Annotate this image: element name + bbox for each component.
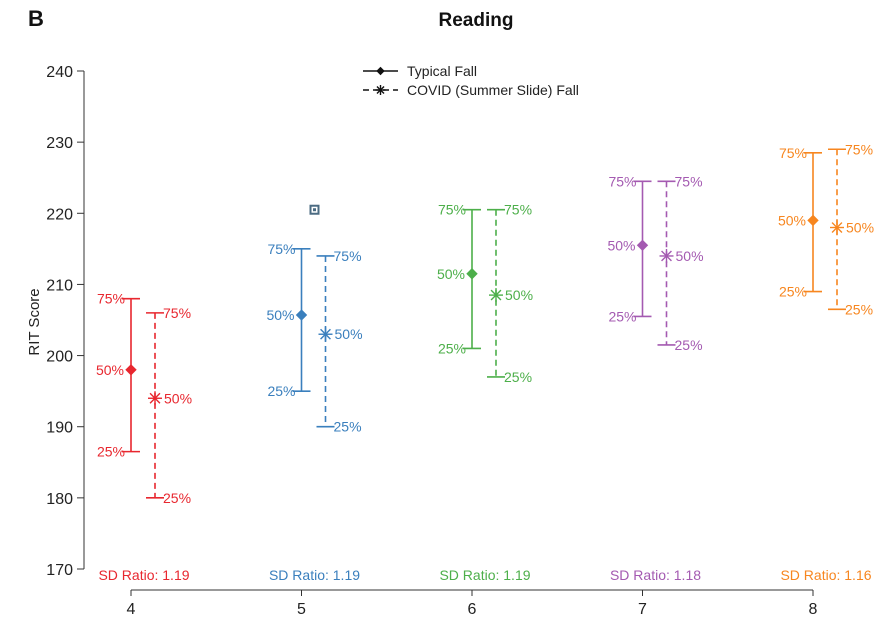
typical-p75-label: 75% <box>438 202 466 218</box>
covid-p25-label: 25% <box>675 337 703 353</box>
covid-p25-label: 25% <box>504 369 532 385</box>
y-tick-label: 220 <box>46 206 73 223</box>
typical-p50-label: 50% <box>778 212 806 228</box>
typical-p25-label: 25% <box>438 340 466 356</box>
typical-p25-label: 25% <box>779 284 807 300</box>
typical-p75-label: 75% <box>779 145 807 161</box>
median-diamond-marker <box>376 66 385 76</box>
x-tick-label: 5 <box>297 601 306 617</box>
x-tick-label: 7 <box>638 601 647 617</box>
typical-p50-label: 50% <box>607 237 635 253</box>
grade-group-6: 75% 50% 25% 75% 50% 25% SD Ratio: 1.19 <box>437 202 533 583</box>
y-axis-label: RIT Score <box>26 288 43 355</box>
square-marker-center <box>313 208 316 212</box>
covid-p75-label: 75% <box>504 202 532 218</box>
chart-marks: 75% 50% 25% 75% 50% 25% SD Ratio: 1.19 75% 50% 25… <box>96 141 874 583</box>
covid-p25-label: 25% <box>334 419 362 435</box>
covid-p25-label: 25% <box>163 490 191 506</box>
x-tick-label: 8 <box>809 601 818 617</box>
legend-covid-label: COVID (Summer Slide) Fall <box>407 82 579 98</box>
y-tick-label: 180 <box>46 491 73 508</box>
covid-p25-label: 25% <box>845 301 873 317</box>
median-asterisk-marker <box>830 220 844 235</box>
legend: Typical Fall COVID (Summer Slide) Fall <box>363 63 579 98</box>
x-tick-label: 4 <box>127 601 136 617</box>
axes: 170 180 190 200 210 220 230 240 4 5 6 7 8 <box>46 64 817 617</box>
y-tick-label: 170 <box>46 562 73 579</box>
x-tick-label: 6 <box>468 601 477 617</box>
covid-p50-label: 50% <box>164 390 192 406</box>
covid-p50-label: 50% <box>846 220 874 236</box>
typical-p75-label: 75% <box>267 241 295 257</box>
legend-typical-label: Typical Fall <box>407 63 477 79</box>
typical-p25-label: 25% <box>267 383 295 399</box>
median-diamond-marker <box>807 214 819 227</box>
y-tick-label: 240 <box>46 64 73 81</box>
chart-title: Reading <box>439 10 514 31</box>
grade-group-8: 75% 50% 25% 75% 50% 25% SD Ratio: 1.16 <box>778 141 874 583</box>
y-tick-label: 210 <box>46 277 73 294</box>
median-diamond-marker <box>125 364 137 376</box>
y-tick-label: 190 <box>46 420 73 437</box>
covid-p75-label: 75% <box>163 305 191 321</box>
typical-p25-label: 25% <box>97 444 125 460</box>
typical-p50-label: 50% <box>437 266 465 282</box>
typical-p75-label: 75% <box>608 173 636 189</box>
median-asterisk-marker <box>375 85 386 95</box>
typical-p25-label: 25% <box>608 308 636 324</box>
grade-group-4: 75% 50% 25% 75% 50% 25% SD Ratio: 1.19 <box>96 291 192 583</box>
median-diamond-marker <box>636 239 649 252</box>
median-asterisk-marker <box>489 288 503 303</box>
square-marker <box>309 204 320 215</box>
sd-ratio-label: SD Ratio: 1.19 <box>269 567 360 583</box>
sd-ratio-label: SD Ratio: 1.16 <box>780 567 871 583</box>
sd-ratio-label: SD Ratio: 1.18 <box>610 567 701 583</box>
typical-p50-label: 50% <box>96 362 124 378</box>
median-asterisk-marker <box>318 327 333 342</box>
median-diamond-marker <box>466 268 478 280</box>
median-diamond-marker <box>295 309 308 321</box>
sd-ratio-label: SD Ratio: 1.19 <box>439 567 530 583</box>
covid-p75-label: 75% <box>334 248 362 264</box>
covid-p50-label: 50% <box>335 326 363 342</box>
y-tick-label: 230 <box>46 135 73 152</box>
covid-p50-label: 50% <box>505 287 533 303</box>
covid-p75-label: 75% <box>845 141 873 157</box>
typical-p75-label: 75% <box>97 291 125 307</box>
y-tick-label: 200 <box>46 349 73 366</box>
grade-group-7: 75% 50% 25% 75% 50% 25% SD Ratio: 1.18 <box>607 173 703 583</box>
median-asterisk-marker <box>659 248 674 263</box>
sd-ratio-label: SD Ratio: 1.19 <box>98 567 189 583</box>
covid-p75-label: 75% <box>675 173 703 189</box>
typical-p50-label: 50% <box>266 307 294 323</box>
panel-letter: B <box>28 6 44 31</box>
median-asterisk-marker <box>148 391 162 406</box>
grade-group-5: 75% 50% 25% 75% 50% 25% SD Ratio: 1.19 <box>266 241 362 583</box>
covid-p50-label: 50% <box>676 248 704 264</box>
